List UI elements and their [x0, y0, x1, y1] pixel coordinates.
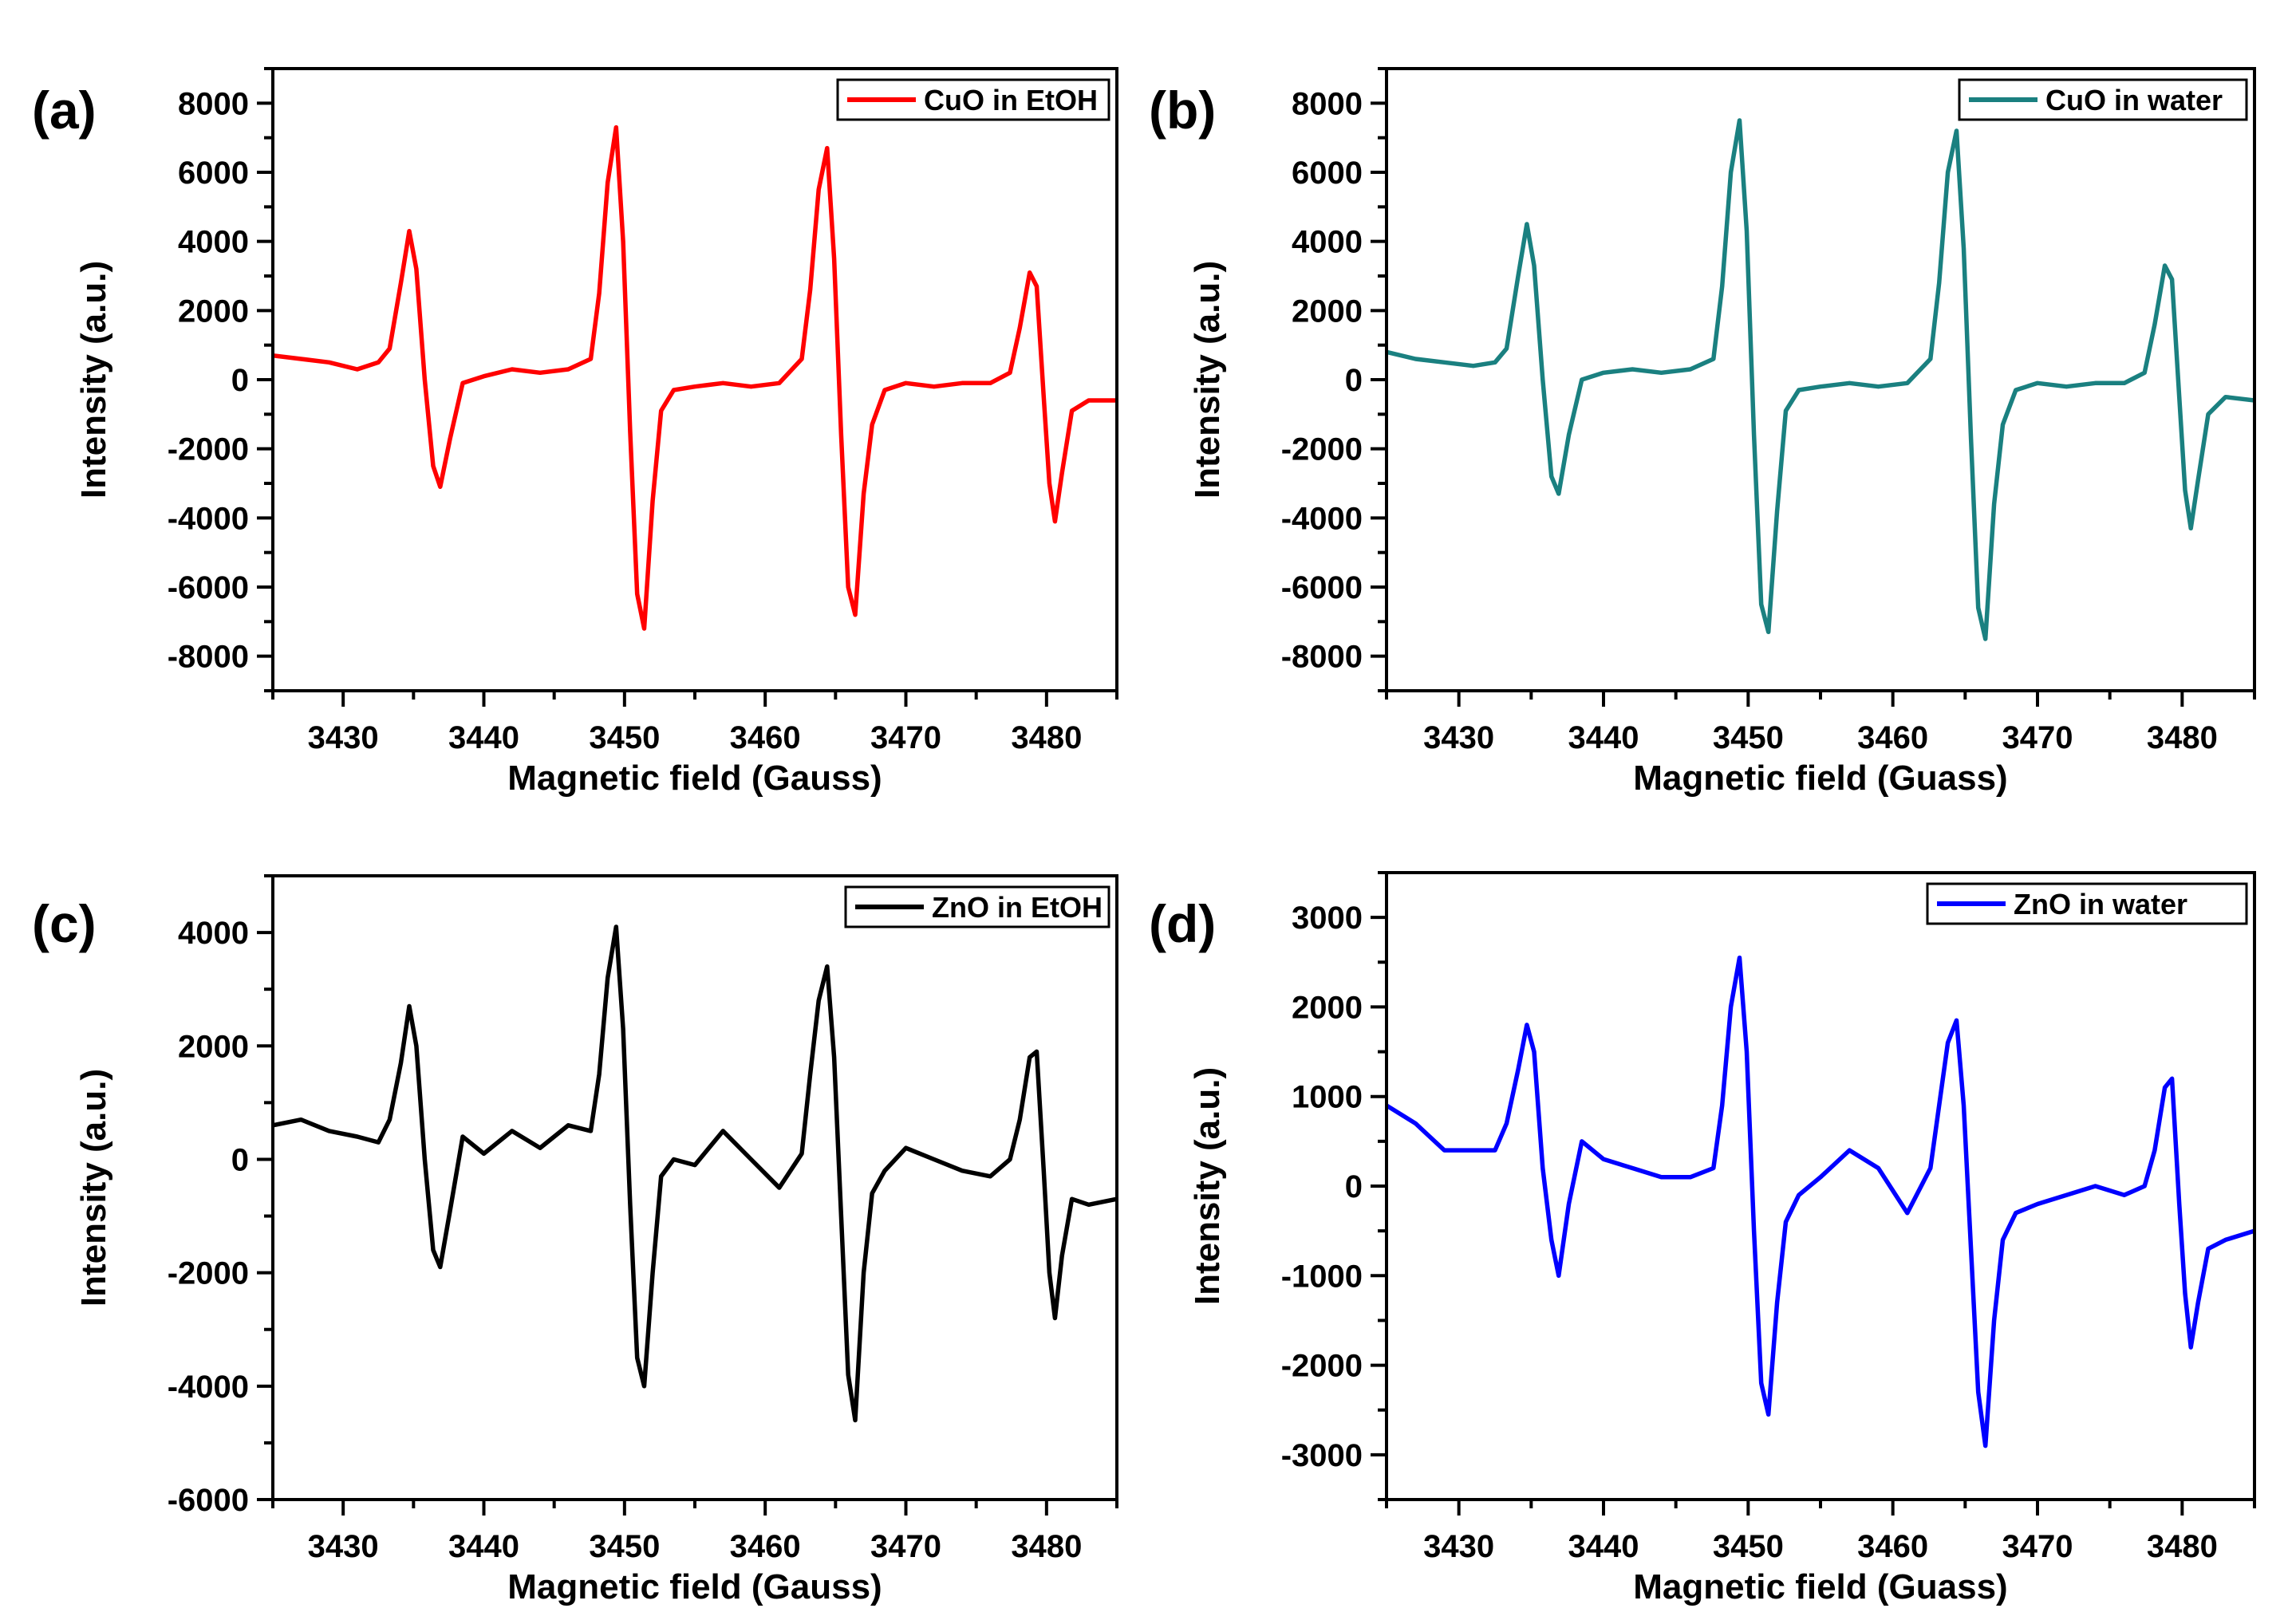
- x-tick-label: 3480: [1011, 720, 1082, 755]
- x-tick-label: 3430: [308, 720, 379, 755]
- y-tick-label: -4000: [1281, 501, 1363, 536]
- panel-label-b: (b): [1149, 81, 1217, 140]
- x-axis-label: Magnetic field (Gauss): [507, 1567, 882, 1606]
- y-tick-label: 2000: [178, 294, 249, 329]
- series-line-1-0: [1387, 118, 2254, 641]
- chart-panel-1: 3430 3440 3450 3460 3470 3480 -8000 -6000 -4000 -…: [1188, 67, 2256, 798]
- legend: CuO in EtOH: [836, 78, 1110, 121]
- y-tick-label: -8000: [1281, 640, 1363, 675]
- y-tick-label: -3000: [1281, 1438, 1363, 1473]
- y-tick-label: 4000: [178, 916, 249, 951]
- x-tick-label: 3470: [870, 720, 941, 755]
- y-tick-label: 2000: [1292, 990, 1363, 1025]
- y-tick-label: 0: [231, 363, 249, 398]
- y-axis-label: Intensity (a.u.): [74, 261, 113, 499]
- panel-label-d: (d): [1149, 894, 1217, 953]
- x-tick-label: 3440: [1568, 720, 1639, 755]
- y-tick-label: -6000: [1281, 570, 1363, 605]
- x-axis-label: Magnetic field (Guass): [1633, 1567, 2007, 1606]
- x-tick-label: 3450: [1713, 1529, 1784, 1564]
- x-tick-label: 3470: [2002, 720, 2073, 755]
- y-tick-label: 2000: [1292, 294, 1363, 329]
- x-tick-label: 3460: [1857, 1529, 1928, 1564]
- y-tick-label: 8000: [1292, 86, 1363, 121]
- series-line-0-0: [273, 124, 1117, 631]
- y-tick-label: -2000: [1281, 432, 1363, 467]
- x-tick-label: 3460: [1857, 720, 1928, 755]
- legend: CuO in water: [1958, 78, 2248, 121]
- y-tick-label: -2000: [168, 1256, 249, 1291]
- y-tick-label: 4000: [178, 225, 249, 260]
- legend: ZnO in EtOH: [844, 885, 1110, 928]
- plot-frame: [271, 67, 1118, 692]
- y-tick-label: 0: [1345, 1169, 1363, 1204]
- x-tick-label: 3430: [308, 1529, 379, 1564]
- x-tick-label: 3440: [448, 1529, 519, 1564]
- x-tick-label: 3450: [589, 1529, 660, 1564]
- legend-label: ZnO in water: [2014, 888, 2187, 920]
- panel-label-c: (c): [32, 894, 97, 953]
- legend: ZnO in water: [1926, 882, 2248, 925]
- x-tick-label: 3450: [589, 720, 660, 755]
- y-axis-label: Intensity (a.u.): [1188, 1067, 1227, 1305]
- y-tick-label: -2000: [1281, 1349, 1363, 1384]
- y-tick-label: 1000: [1292, 1080, 1363, 1115]
- x-tick-label: 3440: [448, 720, 519, 755]
- y-tick-label: -8000: [168, 640, 249, 675]
- y-axis-label: Intensity (a.u.): [74, 1069, 113, 1307]
- y-tick-label: -4000: [168, 501, 249, 536]
- y-tick-label: -6000: [168, 570, 249, 605]
- y-axis-label: Intensity (a.u.): [1188, 261, 1227, 499]
- x-tick-label: 3430: [1423, 720, 1494, 755]
- y-tick-label: 6000: [1292, 156, 1363, 191]
- y-tick-label: 0: [231, 1142, 249, 1177]
- y-tick-label: -4000: [168, 1370, 249, 1405]
- y-tick-label: 2000: [178, 1029, 249, 1064]
- y-tick-label: 6000: [178, 156, 249, 191]
- x-tick-label: 3470: [870, 1529, 941, 1564]
- plot-frame: [1385, 67, 2256, 692]
- legend-label: CuO in EtOH: [924, 84, 1098, 116]
- series-line-2-0: [273, 924, 1117, 1423]
- y-tick-label: -2000: [168, 432, 249, 467]
- x-tick-label: 3480: [2147, 1529, 2218, 1564]
- panel-label-a: (a): [32, 81, 97, 140]
- y-tick-label: 0: [1345, 363, 1363, 398]
- x-tick-label: 3470: [2002, 1529, 2073, 1564]
- legend-label: ZnO in EtOH: [932, 891, 1103, 924]
- plot-frame: [1385, 871, 2256, 1501]
- x-tick-label: 3430: [1423, 1529, 1494, 1564]
- x-tick-label: 3460: [730, 720, 801, 755]
- x-tick-label: 3460: [730, 1529, 801, 1564]
- y-tick-label: -6000: [168, 1483, 249, 1518]
- plot-frame: [271, 874, 1118, 1501]
- chart-panel-2: 3430 3440 3450 3460 3470 3480 -6000 -4000 -2000 0…: [74, 874, 1118, 1606]
- x-tick-label: 3480: [1011, 1529, 1082, 1564]
- x-tick-label: 3480: [2147, 720, 2218, 755]
- x-axis-label: Magnetic field (Guass): [1633, 759, 2007, 798]
- y-tick-label: 8000: [178, 86, 249, 121]
- y-tick-label: -1000: [1281, 1259, 1363, 1294]
- y-tick-label: 3000: [1292, 901, 1363, 936]
- legend-label: CuO in water: [2045, 84, 2223, 116]
- chart-panel-0: 3430 3440 3450 3460 3470 3480 -8000 -6000 -4000 -…: [74, 67, 1118, 798]
- y-tick-label: 4000: [1292, 225, 1363, 260]
- chart-panel-3: 3430 3440 3450 3460 3470 3480 -3000 -2000 -1000 0…: [1188, 871, 2256, 1606]
- x-axis-label: Magnetic field (Gauss): [507, 759, 882, 798]
- x-tick-label: 3440: [1568, 1529, 1639, 1564]
- x-tick-label: 3450: [1713, 720, 1784, 755]
- series-line-3-0: [1387, 955, 2254, 1449]
